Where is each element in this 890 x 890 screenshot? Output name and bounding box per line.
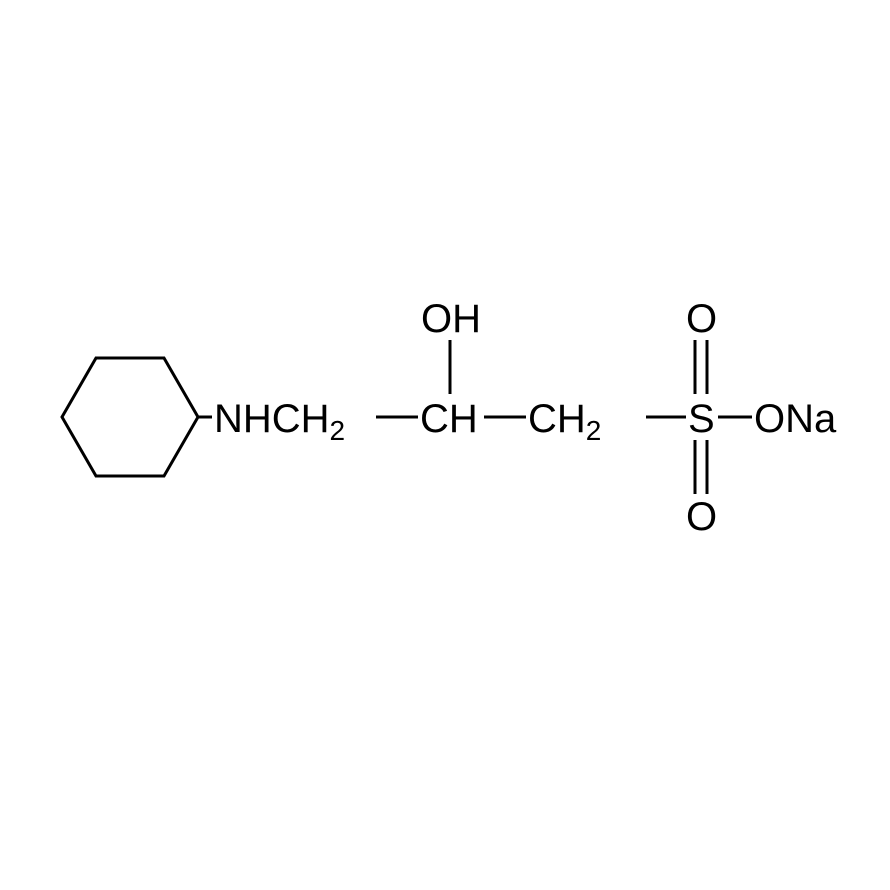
label-ona: ONa — [754, 397, 837, 441]
cyclohexane-ring — [62, 358, 198, 476]
label-o-bottom: O — [686, 495, 717, 539]
label-o-top: O — [686, 297, 717, 341]
label-nhch2: NHCH2 — [214, 397, 345, 446]
label-oh: OH — [421, 297, 481, 341]
chemical-structure-svg: NHCH2 CH OH CH2 S O O ONa — [0, 0, 890, 890]
label-s: S — [688, 397, 715, 441]
label-ch-center: CH — [420, 397, 478, 441]
label-ch2-right: CH2 — [528, 397, 601, 446]
